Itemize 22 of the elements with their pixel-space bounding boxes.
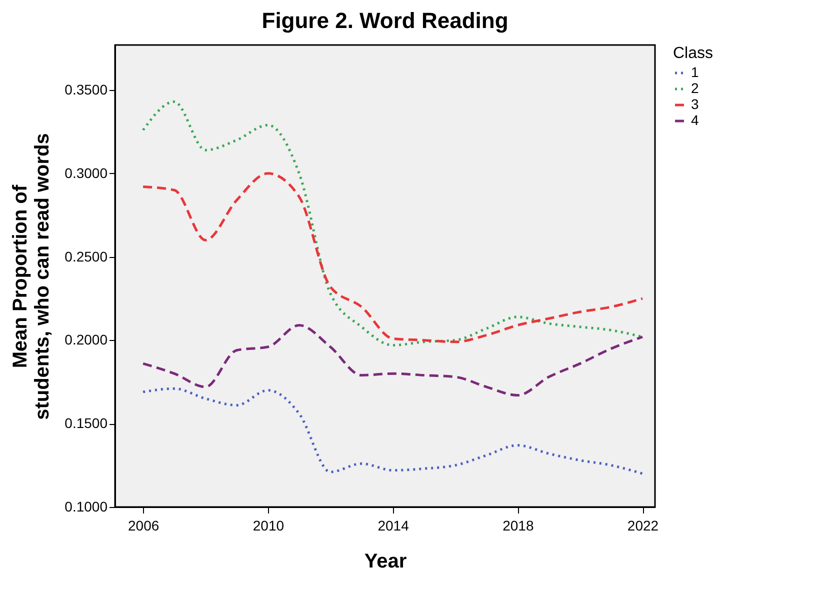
line-series xyxy=(142,324,644,397)
line-series xyxy=(142,172,644,344)
legend-label: 1 xyxy=(691,64,699,80)
x-tick-label: 2018 xyxy=(502,518,534,534)
x-axis-title: Year xyxy=(364,550,407,572)
y-tick-label: 0.3500 xyxy=(64,82,108,98)
y-tick-label: 0.1000 xyxy=(64,498,108,514)
x-tick-label: 2006 xyxy=(128,518,160,534)
x-tick-label: 2010 xyxy=(252,518,284,534)
x-tick-label: 2022 xyxy=(627,518,659,534)
y-tick-label: 0.1500 xyxy=(64,415,108,432)
chart-title: Figure 2. Word Reading xyxy=(262,8,508,33)
x-tick-label: 2014 xyxy=(378,518,410,534)
line-series xyxy=(142,387,644,475)
legend-label: 2 xyxy=(691,80,699,96)
y-axis-title: Mean Proportion of students, who can read words xyxy=(10,133,54,420)
y-tick-label: 0.2500 xyxy=(64,248,108,264)
y-tick-label: 0.3000 xyxy=(64,164,108,181)
y-tick-label: 0.2000 xyxy=(64,332,108,348)
legend-label: 3 xyxy=(691,96,699,112)
legend-label: 4 xyxy=(691,112,699,128)
legend-title: Class xyxy=(673,45,714,62)
